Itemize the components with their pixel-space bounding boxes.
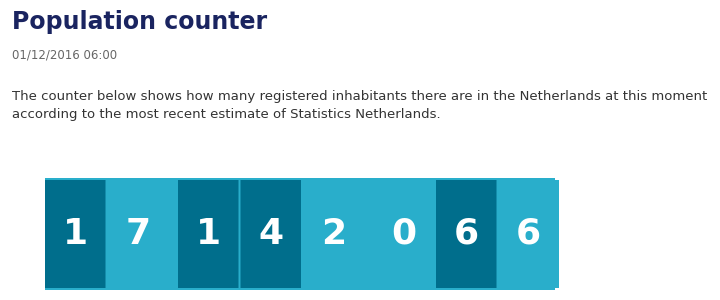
Text: 7: 7 — [125, 217, 150, 251]
FancyBboxPatch shape — [240, 180, 301, 288]
FancyBboxPatch shape — [436, 180, 497, 288]
FancyBboxPatch shape — [303, 180, 364, 288]
FancyBboxPatch shape — [374, 180, 434, 288]
Text: 6: 6 — [454, 217, 479, 251]
Text: 1: 1 — [196, 217, 221, 251]
Text: The counter below shows how many registered inhabitants there are in the Netherl: The counter below shows how many registe… — [12, 90, 707, 103]
FancyBboxPatch shape — [178, 180, 238, 288]
FancyBboxPatch shape — [498, 180, 559, 288]
Text: 01/12/2016 06:00: 01/12/2016 06:00 — [12, 48, 117, 61]
Text: 2: 2 — [320, 217, 346, 251]
FancyBboxPatch shape — [107, 180, 168, 288]
Text: Population counter: Population counter — [12, 10, 267, 34]
FancyBboxPatch shape — [45, 178, 555, 290]
Text: 0: 0 — [391, 217, 416, 251]
Text: 6: 6 — [516, 217, 541, 251]
FancyBboxPatch shape — [45, 180, 106, 288]
Text: 1: 1 — [63, 217, 88, 251]
Text: 4: 4 — [258, 217, 283, 251]
Text: according to the most recent estimate of Statistics Netherlands.: according to the most recent estimate of… — [12, 108, 441, 121]
